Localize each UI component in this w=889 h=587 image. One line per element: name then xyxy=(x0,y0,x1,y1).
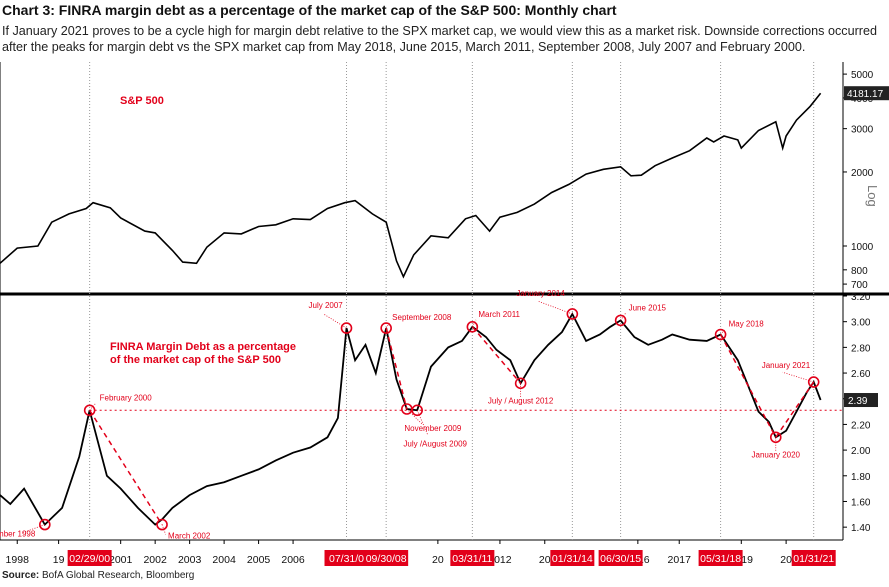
last-value-box xyxy=(844,393,878,408)
date-label: 06/30/15 xyxy=(600,553,641,565)
y-tick-label: 3000 xyxy=(851,125,874,136)
annotation-label: March 2002 xyxy=(168,532,211,541)
x-tick-label: 2017 xyxy=(668,554,692,566)
date-label-box xyxy=(450,550,495,566)
annotation-label: January 2020 xyxy=(752,450,801,459)
annotation-leader xyxy=(406,408,423,425)
annotation-marker xyxy=(714,328,727,341)
log-axis-label: Log xyxy=(865,185,880,207)
date-label: 09/30/08 xyxy=(366,553,407,565)
trend-dashed-line xyxy=(775,381,815,438)
annotation-label: June 2015 xyxy=(629,303,667,312)
margin-panel-label: FINRA Margin Debt as a percentage xyxy=(110,341,296,353)
x-tick-label: 20 xyxy=(539,554,551,566)
y-tick-label: 1000 xyxy=(851,242,874,253)
y-tick-label: 2.80 xyxy=(851,343,871,354)
annotation-label: February 2000 xyxy=(100,393,153,402)
annotation-label: January 2021 xyxy=(762,361,811,370)
x-tick-label: 2001 xyxy=(109,554,133,566)
date-label: 05/31/18 xyxy=(700,553,741,565)
last-value-label: 4181.17 xyxy=(847,89,884,100)
annotation-label: March 2011 xyxy=(478,310,520,319)
annotation-label: May 2018 xyxy=(729,320,765,329)
x-tick-label: 1998 xyxy=(6,554,30,566)
annotation-marker xyxy=(807,376,820,388)
annotation-label: July / August 2012 xyxy=(488,396,554,405)
date-label: 01/31/14 xyxy=(552,553,593,565)
annotation-marker xyxy=(39,518,51,531)
y-tick-label: 2.60 xyxy=(851,369,871,380)
source-text: BofA Global Research, Bloomberg xyxy=(39,570,195,581)
date-label: 07/31/0 xyxy=(329,553,364,565)
annotation-leader xyxy=(89,403,96,411)
date-label-box xyxy=(67,550,112,566)
annotation-leader xyxy=(416,410,429,436)
date-label: 01/31/21 xyxy=(793,553,834,565)
annotation-label: July /August 2009 xyxy=(403,439,467,448)
spx-series-line xyxy=(0,92,822,279)
date-label: 02/29/00 xyxy=(69,553,110,565)
y-tick-label: 2.20 xyxy=(851,420,871,431)
date-label-box xyxy=(598,550,643,566)
x-tick-label: 20 xyxy=(780,554,792,566)
y-tick-label: 3.00 xyxy=(851,318,871,329)
annotation-label: January 2014 xyxy=(516,289,565,298)
annotation-leader xyxy=(161,524,167,535)
annotation-marker xyxy=(83,404,96,417)
date-label-box xyxy=(698,550,743,566)
annotation-marker xyxy=(411,404,423,417)
x-tick-label: 2006 xyxy=(281,554,305,566)
annotation-leader xyxy=(21,524,45,534)
x-tick-label: 2005 xyxy=(247,554,271,566)
last-value-label: 2.39 xyxy=(848,396,868,407)
y-tick-label: 2.00 xyxy=(851,446,871,457)
annotation-label: July 2007 xyxy=(309,301,344,310)
annotation-marker xyxy=(466,321,479,333)
annotation-marker xyxy=(380,322,392,334)
x-tick-label: 20 xyxy=(432,554,444,566)
y-tick-label: 1.80 xyxy=(851,472,871,483)
y-tick-label: 5000 xyxy=(851,70,874,81)
source-note: Source: BofA Global Research, Bloomberg xyxy=(2,570,194,581)
x-tick-label: 2003 xyxy=(178,554,202,566)
annotation-marker xyxy=(566,308,579,320)
y-tick-label: 1.40 xyxy=(851,523,871,534)
date-label-box xyxy=(550,550,595,566)
y-tick-label: 2000 xyxy=(851,168,874,179)
annotation-leader xyxy=(538,301,573,315)
annotation-leader xyxy=(385,322,391,329)
annotation-label: December 1998 xyxy=(0,530,36,539)
x-tick-label: 2004 xyxy=(212,554,236,566)
trend-dashed-line xyxy=(89,409,163,525)
y-tick-label: 800 xyxy=(851,266,868,277)
annotation-marker xyxy=(614,314,627,327)
y-tick-label: 3.20 xyxy=(851,292,871,303)
trend-dashed-line xyxy=(471,326,522,384)
y-tick-label: 1.60 xyxy=(851,497,871,508)
margin-panel-label: of the market cap of the S&P 500 xyxy=(110,354,281,366)
trend-dashed-line xyxy=(719,334,777,438)
x-tick-label: 2002 xyxy=(143,554,167,566)
trend-dashed-line xyxy=(385,327,408,410)
annotation-leader xyxy=(782,371,814,383)
date-label-box xyxy=(324,550,369,566)
spx-panel-label: S&P 500 xyxy=(120,95,164,107)
source-label: Source: xyxy=(2,570,40,581)
annotation-marker xyxy=(156,518,168,531)
chart-subtitle: If January 2021 proves to be a cycle hig… xyxy=(2,24,877,54)
annotation-label: November 2009 xyxy=(404,424,461,433)
date-label-box xyxy=(364,550,409,566)
date-label: 03/31/11 xyxy=(452,553,492,565)
last-value-box xyxy=(844,86,889,101)
annotation-label: September 2008 xyxy=(392,313,452,322)
annotation-leader xyxy=(323,313,347,329)
chart-title: Chart 3: FINRA margin debt as a percenta… xyxy=(2,2,617,18)
annotation-marker xyxy=(340,322,353,334)
y-tick-label: 700 xyxy=(851,280,868,291)
x-tick-label: 19 xyxy=(53,554,65,566)
date-label-box xyxy=(791,550,836,566)
